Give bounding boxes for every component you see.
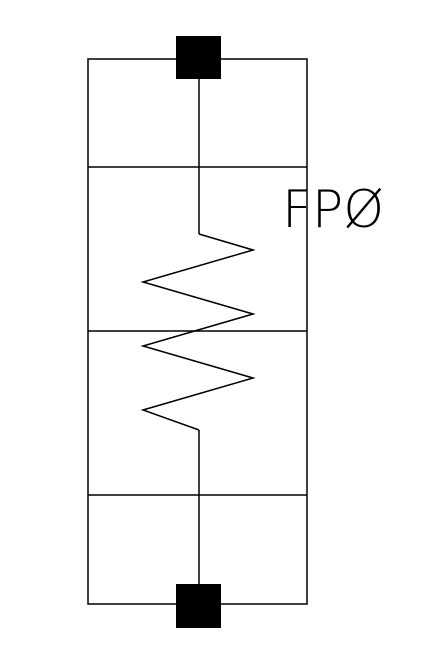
component-label: FPØ <box>282 180 384 240</box>
resistor-zigzag <box>140 233 256 431</box>
bottom-connector-terminal <box>176 584 221 628</box>
top-connector-terminal <box>176 36 221 79</box>
